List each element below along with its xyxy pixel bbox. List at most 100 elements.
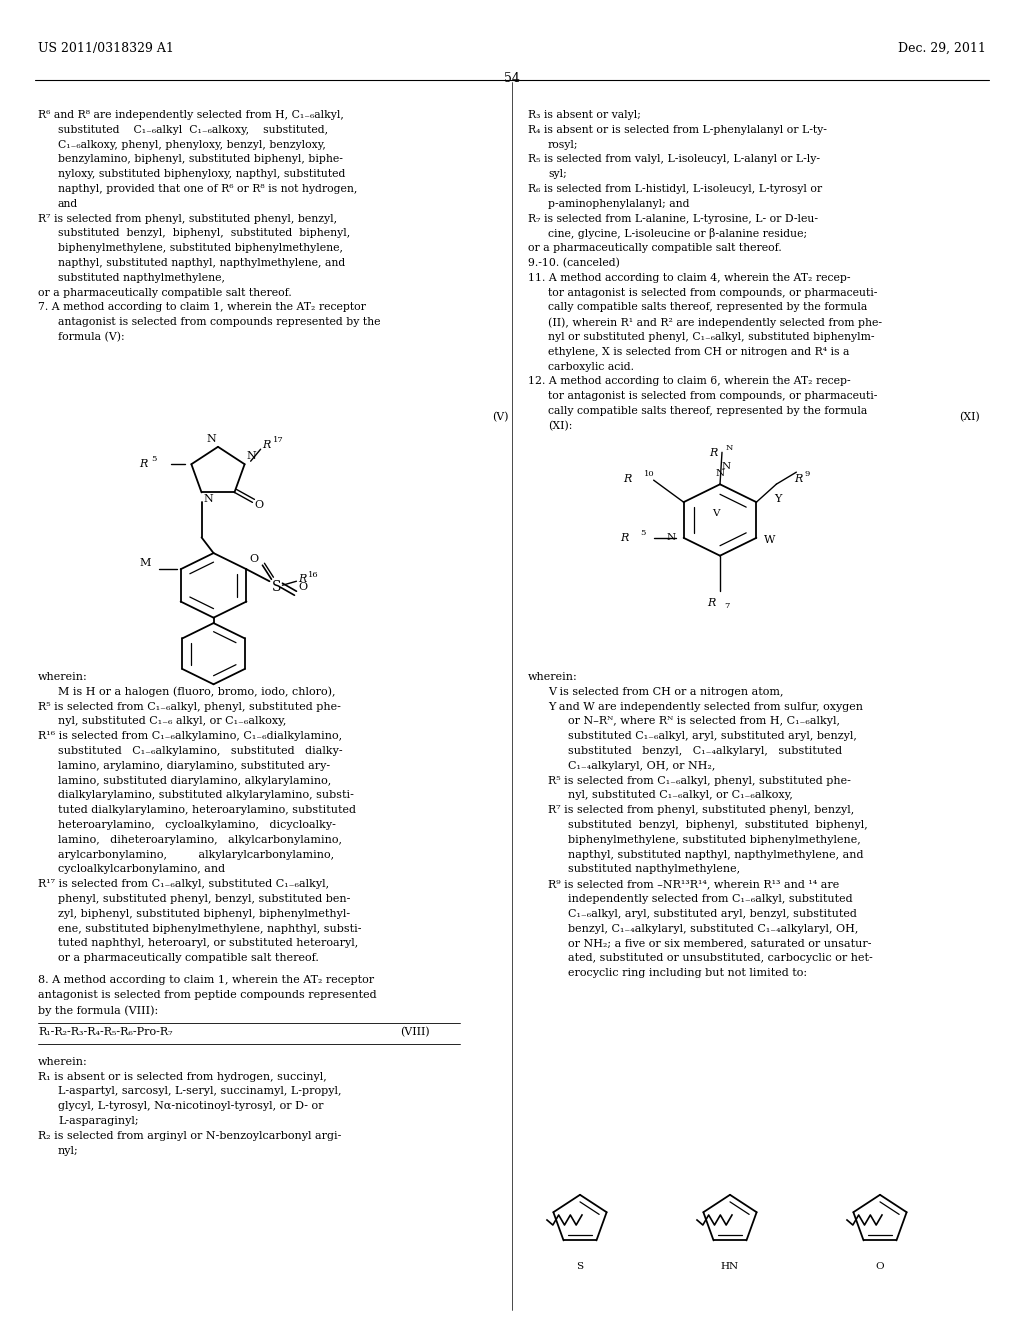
Text: 5: 5 (641, 529, 646, 537)
Text: substituted C₁₋₆alkyl, aryl, substituted aryl, benzyl,: substituted C₁₋₆alkyl, aryl, substituted… (568, 731, 857, 742)
Text: or NH₂; a five or six membered, saturated or unsatur-: or NH₂; a five or six membered, saturate… (568, 939, 871, 948)
Text: or a pharmaceutically compatible salt thereof.: or a pharmaceutically compatible salt th… (528, 243, 781, 253)
Text: R₁-R₂-R₃-R₄-R₅-R₆-Pro-R₇: R₁-R₂-R₃-R₄-R₅-R₆-Pro-R₇ (38, 1027, 173, 1038)
Text: R¹⁶ is selected from C₁₋₆alkylamino, C₁₋₆dialkylamino,: R¹⁶ is selected from C₁₋₆alkylamino, C₁₋… (38, 731, 342, 742)
Text: nyl;: nyl; (58, 1146, 79, 1155)
Text: R⁷ is selected from phenyl, substituted phenyl, benzyl,: R⁷ is selected from phenyl, substituted … (548, 805, 854, 816)
Text: N: N (247, 451, 256, 461)
Text: independently selected from C₁₋₆alkyl, substituted: independently selected from C₁₋₆alkyl, s… (568, 894, 853, 904)
Text: R₆ is selected from L-histidyl, L-isoleucyl, L-tyrosyl or: R₆ is selected from L-histidyl, L-isoleu… (528, 183, 822, 194)
Text: 9.-10. (canceled): 9.-10. (canceled) (528, 257, 620, 268)
Text: R₂ is selected from arginyl or N-benzoylcarbonyl argi-: R₂ is selected from arginyl or N-benzoyl… (38, 1131, 341, 1140)
Text: R: R (708, 598, 716, 607)
Text: L-aspartyl, sarcosyl, L-seryl, succinamyl, L-propyl,: L-aspartyl, sarcosyl, L-seryl, succinamy… (58, 1086, 341, 1097)
Text: napthyl, provided that one of R⁶ or R⁸ is not hydrogen,: napthyl, provided that one of R⁶ or R⁸ i… (58, 183, 357, 194)
Text: HN: HN (721, 1262, 739, 1271)
Text: Dec. 29, 2011: Dec. 29, 2011 (898, 42, 986, 55)
Text: substituted napthylmethylene,: substituted napthylmethylene, (568, 865, 740, 874)
Text: 7: 7 (724, 602, 729, 610)
Text: S: S (271, 581, 282, 594)
Text: antagonist is selected from peptide compounds represented: antagonist is selected from peptide comp… (38, 990, 377, 1001)
Text: R: R (795, 474, 803, 484)
Text: R₃ is absent or valyl;: R₃ is absent or valyl; (528, 110, 641, 120)
Text: L-asparaginyl;: L-asparaginyl; (58, 1115, 138, 1126)
Text: tor antagonist is selected from compounds, or pharmaceuti-: tor antagonist is selected from compound… (548, 391, 878, 401)
Text: or a pharmaceutically compatible salt thereof.: or a pharmaceutically compatible salt th… (58, 953, 318, 964)
Text: N: N (716, 470, 725, 478)
Text: ated, substituted or unsubstituted, carbocyclic or het-: ated, substituted or unsubstituted, carb… (568, 953, 872, 964)
Text: wherein:: wherein: (38, 672, 88, 682)
Text: cally compatible salts thereof, represented by the formula: cally compatible salts thereof, represen… (548, 407, 867, 416)
Text: 8. A method according to claim 1, wherein the AT₂ receptor: 8. A method according to claim 1, wherei… (38, 975, 374, 986)
Text: napthyl, substituted napthyl, napthylmethylene, and: napthyl, substituted napthyl, napthylmet… (568, 850, 863, 859)
Text: lamino, substituted diarylamino, alkylarylamino,: lamino, substituted diarylamino, alkylar… (58, 776, 331, 785)
Text: M is H or a halogen (fluoro, bromo, iodo, chloro),: M is H or a halogen (fluoro, bromo, iodo… (58, 686, 336, 697)
Text: zyl, biphenyl, substituted biphenyl, biphenylmethyl-: zyl, biphenyl, substituted biphenyl, bip… (58, 908, 350, 919)
Text: rosyl;: rosyl; (548, 140, 579, 149)
Text: phenyl, substituted phenyl, benzyl, substituted ben-: phenyl, substituted phenyl, benzyl, subs… (58, 894, 350, 904)
Text: R⁵ is selected from C₁₋₆alkyl, phenyl, substituted phe-: R⁵ is selected from C₁₋₆alkyl, phenyl, s… (548, 776, 851, 785)
Text: 54: 54 (504, 73, 520, 84)
Text: (XI): (XI) (959, 412, 980, 422)
Text: biphenylmethylene, substituted biphenylmethylene,: biphenylmethylene, substituted biphenylm… (568, 834, 861, 845)
Text: or a pharmaceutically compatible salt thereof.: or a pharmaceutically compatible salt th… (38, 288, 292, 297)
Text: biphenylmethylene, substituted biphenylmethylene,: biphenylmethylene, substituted biphenylm… (58, 243, 343, 253)
Text: 17: 17 (272, 436, 284, 445)
Text: wherein:: wherein: (528, 672, 578, 682)
Text: 10: 10 (644, 470, 654, 478)
Text: 11. A method according to claim 4, wherein the AT₂ recep-: 11. A method according to claim 4, where… (528, 273, 851, 282)
Text: wherein:: wherein: (38, 1057, 88, 1067)
Text: (XI):: (XI): (548, 421, 572, 432)
Text: 16: 16 (308, 572, 319, 579)
Text: dialkylarylamino, substituted alkylarylamino, substi-: dialkylarylamino, substituted alkylaryla… (58, 791, 354, 800)
Text: substituted    C₁₋₆alkyl  C₁₋₆alkoxy,    substituted,: substituted C₁₋₆alkyl C₁₋₆alkoxy, substi… (58, 125, 328, 135)
Text: N: N (667, 533, 676, 543)
Text: ethylene, X is selected from CH or nitrogen and R⁴ is a: ethylene, X is selected from CH or nitro… (548, 347, 849, 356)
Text: N: N (206, 434, 216, 444)
Text: (II), wherein R¹ and R² are independently selected from phe-: (II), wherein R¹ and R² are independentl… (548, 317, 882, 327)
Text: erocyclic ring including but not limited to:: erocyclic ring including but not limited… (568, 968, 807, 978)
Text: lamino,   diheteroarylamino,   alkylcarbonylamino,: lamino, diheteroarylamino, alkylcarbonyl… (58, 834, 342, 845)
Text: O: O (298, 582, 307, 593)
Text: R: R (262, 440, 271, 450)
Text: ene, substituted biphenylmethylene, naphthyl, substi-: ene, substituted biphenylmethylene, naph… (58, 924, 361, 933)
Text: Y: Y (774, 494, 781, 504)
Text: R: R (621, 533, 629, 543)
Text: tuted dialkylarylamino, heteroarylamino, substituted: tuted dialkylarylamino, heteroarylamino,… (58, 805, 356, 816)
Text: arylcarbonylamino,         alkylarylcarbonylamino,: arylcarbonylamino, alkylarylcarbonylamin… (58, 850, 334, 859)
Text: nyloxy, substituted biphenyloxy, napthyl, substituted: nyloxy, substituted biphenyloxy, napthyl… (58, 169, 345, 180)
Text: 7. A method according to claim 1, wherein the AT₂ receptor: 7. A method according to claim 1, wherei… (38, 302, 366, 313)
Text: syl;: syl; (548, 169, 566, 180)
Text: M: M (139, 558, 151, 568)
Text: substituted napthylmethylene,: substituted napthylmethylene, (58, 273, 225, 282)
Text: O: O (876, 1262, 885, 1271)
Text: N: N (204, 495, 213, 504)
Text: carboxylic acid.: carboxylic acid. (548, 362, 634, 372)
Text: R: R (298, 574, 307, 585)
Text: R₇ is selected from L-alanine, L-tyrosine, L- or D-leu-: R₇ is selected from L-alanine, L-tyrosin… (528, 214, 818, 223)
Text: tuted naphthyl, heteroaryl, or substituted heteroaryl,: tuted naphthyl, heteroaryl, or substitut… (58, 939, 358, 948)
Text: nyl, substituted C₁₋₆ alkyl, or C₁₋₆alkoxy,: nyl, substituted C₁₋₆ alkyl, or C₁₋₆alko… (58, 717, 287, 726)
Text: tor antagonist is selected from compounds, or pharmaceuti-: tor antagonist is selected from compound… (548, 288, 878, 297)
Text: W: W (764, 535, 776, 545)
Text: R₁ is absent or is selected from hydrogen, succinyl,: R₁ is absent or is selected from hydroge… (38, 1072, 327, 1081)
Text: N: N (726, 445, 733, 453)
Text: by the formula (VIII):: by the formula (VIII): (38, 1005, 159, 1015)
Text: R⁶ and R⁸ are independently selected from H, C₁₋₆alkyl,: R⁶ and R⁸ are independently selected fro… (38, 110, 344, 120)
Text: or N–Rᴺ, where Rᴺ is selected from H, C₁₋₆alkyl,: or N–Rᴺ, where Rᴺ is selected from H, C₁… (568, 717, 840, 726)
Text: lamino, arylamino, diarylamino, substituted ary-: lamino, arylamino, diarylamino, substitu… (58, 760, 330, 771)
Text: C₁₋₆alkoxy, phenyl, phenyloxy, benzyl, benzyloxy,: C₁₋₆alkoxy, phenyl, phenyloxy, benzyl, b… (58, 140, 326, 149)
Text: N: N (722, 462, 731, 471)
Text: benzyl, C₁₋₄alkylaryl, substituted C₁₋₄alkylaryl, OH,: benzyl, C₁₋₄alkylaryl, substituted C₁₋₄a… (568, 924, 858, 933)
Text: 9: 9 (805, 470, 810, 478)
Text: p-aminophenylalanyl; and: p-aminophenylalanyl; and (548, 199, 689, 209)
Text: substituted   C₁₋₆alkylamino,   substituted   dialky-: substituted C₁₋₆alkylamino, substituted … (58, 746, 343, 756)
Text: cine, glycine, L-isoleucine or β-alanine residue;: cine, glycine, L-isoleucine or β-alanine… (548, 228, 807, 239)
Text: 12. A method according to claim 6, wherein the AT₂ recep-: 12. A method according to claim 6, where… (528, 376, 851, 387)
Text: nyl or substituted phenyl, C₁₋₆alkyl, substituted biphenylm-: nyl or substituted phenyl, C₁₋₆alkyl, su… (548, 333, 874, 342)
Text: O: O (254, 500, 263, 511)
Text: R₅ is selected from valyl, L-isoleucyl, L-alanyl or L-ly-: R₅ is selected from valyl, L-isoleucyl, … (528, 154, 820, 165)
Text: O: O (249, 554, 258, 564)
Text: antagonist is selected from compounds represented by the: antagonist is selected from compounds re… (58, 317, 381, 327)
Text: (V): (V) (492, 412, 509, 422)
